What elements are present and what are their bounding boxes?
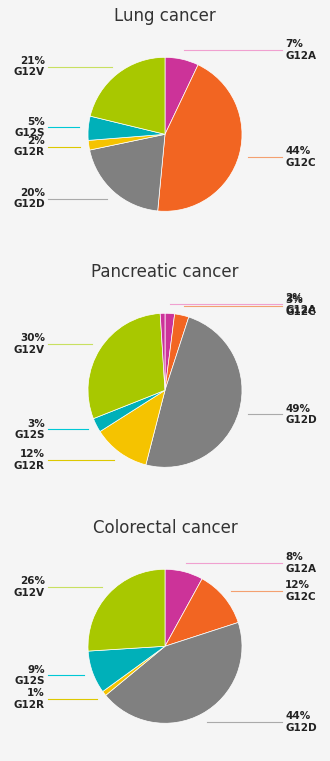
- Text: 21%
G12V: 21% G12V: [14, 56, 45, 78]
- Wedge shape: [88, 134, 165, 150]
- Text: 3%
G12C: 3% G12C: [285, 295, 316, 317]
- Wedge shape: [146, 317, 242, 467]
- Title: Lung cancer: Lung cancer: [114, 7, 216, 25]
- Wedge shape: [103, 646, 165, 696]
- Title: Colorectal cancer: Colorectal cancer: [93, 519, 237, 537]
- Wedge shape: [88, 569, 165, 651]
- Text: 20%
G12D: 20% G12D: [13, 188, 45, 209]
- Wedge shape: [88, 646, 165, 692]
- Wedge shape: [88, 116, 165, 140]
- Wedge shape: [100, 390, 165, 465]
- Wedge shape: [106, 622, 242, 723]
- Wedge shape: [90, 134, 165, 211]
- Title: Pancreatic cancer: Pancreatic cancer: [91, 263, 239, 281]
- Wedge shape: [90, 57, 165, 134]
- Wedge shape: [93, 390, 165, 431]
- Text: 1%
G12R: 1% G12R: [14, 688, 45, 710]
- Text: 44%
G12C: 44% G12C: [285, 146, 316, 168]
- Wedge shape: [165, 314, 175, 390]
- Wedge shape: [165, 579, 238, 646]
- Wedge shape: [165, 57, 198, 134]
- Text: 12%
G12R: 12% G12R: [14, 449, 45, 471]
- Wedge shape: [158, 65, 242, 212]
- Wedge shape: [88, 314, 165, 419]
- Text: 3%
G12S: 3% G12S: [15, 419, 45, 440]
- Text: 12%
G12C: 12% G12C: [285, 581, 316, 602]
- Wedge shape: [165, 569, 202, 646]
- Text: 2%
G12R: 2% G12R: [14, 135, 45, 158]
- Text: 2%
G12A: 2% G12A: [285, 294, 316, 315]
- Wedge shape: [165, 314, 189, 390]
- Text: 30%
G12V: 30% G12V: [14, 333, 45, 355]
- Text: 8%
G12A: 8% G12A: [285, 552, 316, 574]
- Text: 26%
G12V: 26% G12V: [14, 576, 45, 598]
- Text: 44%
G12D: 44% G12D: [285, 711, 317, 733]
- Text: 5%
G12S: 5% G12S: [15, 116, 45, 139]
- Wedge shape: [160, 314, 165, 390]
- Text: 9%
G12S: 9% G12S: [15, 664, 45, 686]
- Text: 7%
G12A: 7% G12A: [285, 40, 316, 61]
- Text: 49%
G12D: 49% G12D: [285, 403, 317, 425]
